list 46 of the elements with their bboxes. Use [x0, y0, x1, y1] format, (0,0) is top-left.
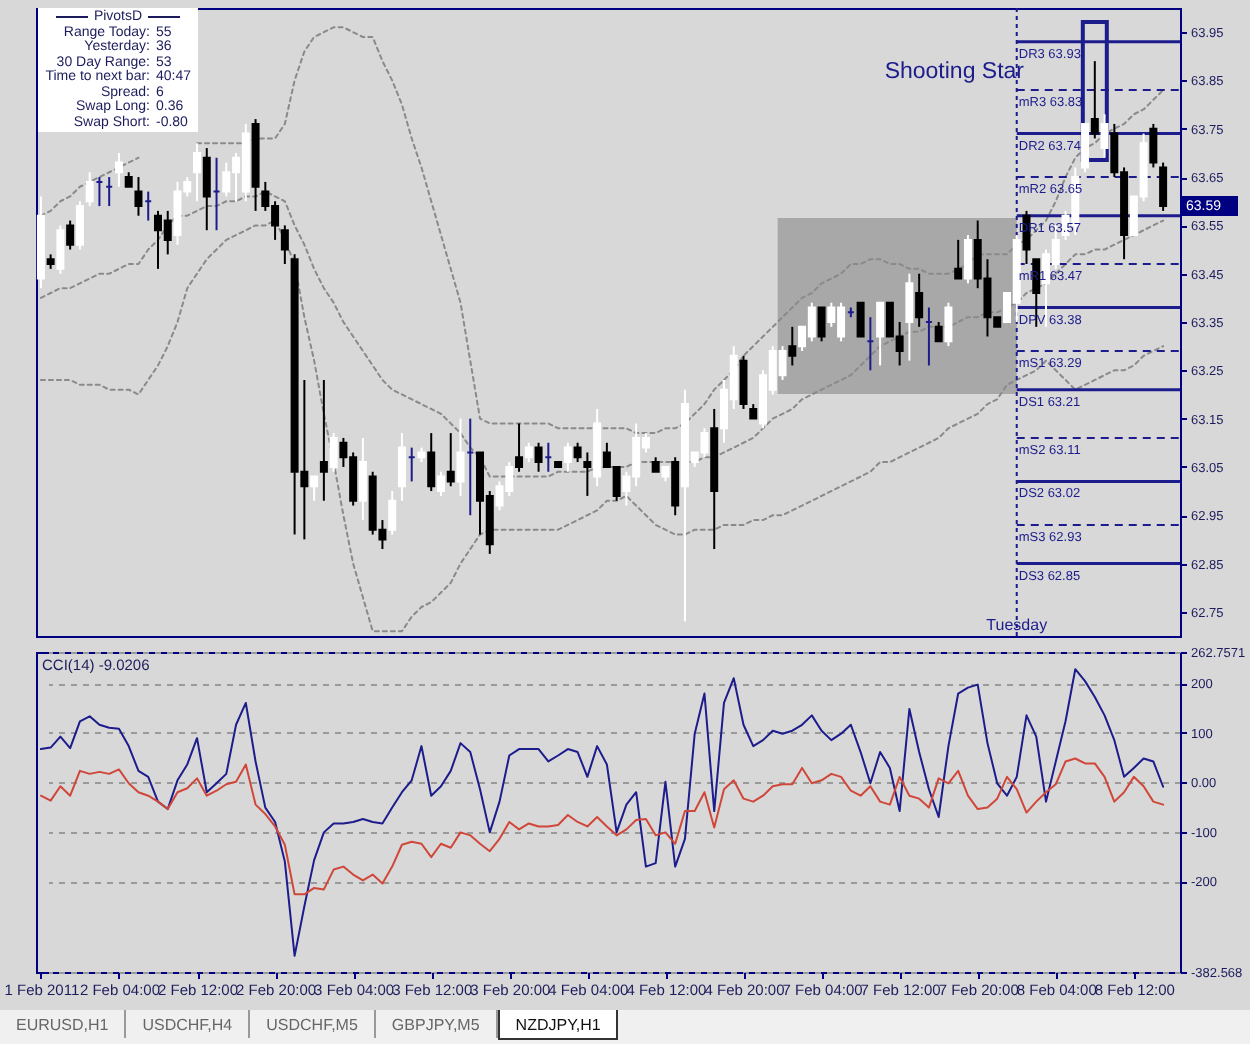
candlestick — [954, 238, 963, 280]
candlestick — [310, 475, 319, 502]
candlestick — [446, 432, 455, 488]
candlestick — [944, 301, 953, 348]
candlestick — [524, 441, 533, 464]
candlestick — [85, 171, 94, 208]
candlestick — [280, 224, 289, 266]
candlestick — [75, 200, 84, 251]
candlestick — [1159, 161, 1168, 212]
annotation: Shooting Star — [884, 60, 1025, 84]
candlestick — [358, 436, 367, 522]
candlestick — [319, 378, 328, 502]
candlestick — [671, 456, 680, 517]
candlestick — [817, 306, 826, 343]
line-series — [39, 757, 1165, 896]
candlestick — [1090, 60, 1099, 140]
candlestick — [1149, 122, 1158, 169]
candlestick — [1100, 113, 1109, 159]
tab-bar: EURUSD,H1 USDCHF,H4 USDCHF,M5 GBPJPY,M5 NZDJPY,H1 — [0, 1010, 1250, 1044]
candlestick — [66, 219, 75, 251]
candlestick — [193, 142, 202, 203]
candlestick — [563, 441, 572, 473]
candlestick — [1081, 122, 1090, 174]
candlestick — [905, 272, 914, 362]
candlestick — [456, 417, 465, 497]
candlestick — [573, 441, 582, 464]
candlestick — [583, 451, 592, 497]
candlestick — [788, 325, 797, 367]
candlestick — [397, 432, 406, 502]
candlestick — [739, 354, 748, 410]
ref-line-label: Tuesday — [986, 616, 1048, 634]
candlestick — [56, 224, 65, 275]
candlestick — [856, 301, 865, 338]
candlestick — [915, 272, 924, 328]
candlestick — [534, 441, 543, 473]
candlestick — [515, 422, 524, 473]
candlestick — [134, 176, 143, 217]
candlestick — [329, 432, 338, 473]
candlestick — [427, 432, 436, 493]
candlestick — [963, 234, 972, 285]
candlestick — [934, 321, 943, 343]
candlestick — [388, 490, 397, 536]
candlestick — [202, 147, 211, 232]
candlestick — [876, 301, 885, 367]
candlestick — [436, 470, 445, 497]
candlestick — [114, 151, 123, 188]
